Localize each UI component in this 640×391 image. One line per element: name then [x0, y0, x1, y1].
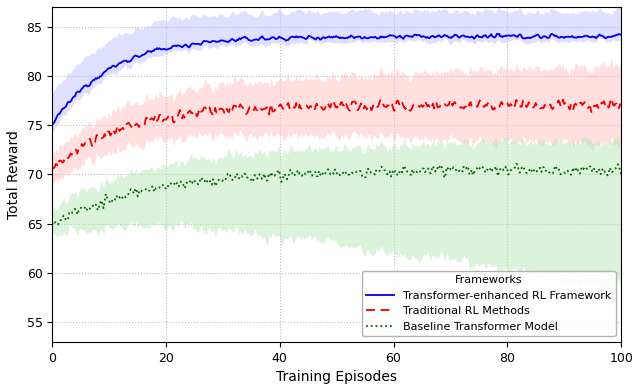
Transformer-enhanced RL Framework — [617, 32, 625, 37]
Transformer-enhanced RL Framework — [605, 34, 612, 39]
Baseline Transformer Model — [388, 172, 396, 177]
Baseline Transformer Model — [617, 172, 625, 176]
Y-axis label: Total Reward: Total Reward — [7, 130, 21, 219]
Legend: Transformer-enhanced RL Framework, Traditional RL Methods, Baseline Transformer : Transformer-enhanced RL Framework, Tradi… — [362, 271, 616, 336]
Transformer-enhanced RL Framework — [493, 31, 500, 36]
Traditional RL Methods — [322, 104, 330, 109]
Line: Baseline Transformer Model: Baseline Transformer Model — [52, 164, 621, 225]
Traditional RL Methods — [387, 101, 395, 106]
Baseline Transformer Model — [357, 170, 365, 175]
Traditional RL Methods — [49, 166, 56, 171]
Traditional RL Methods — [617, 101, 625, 106]
Baseline Transformer Model — [49, 222, 56, 227]
Traditional RL Methods — [356, 104, 364, 108]
Transformer-enhanced RL Framework — [49, 123, 56, 127]
Baseline Transformer Model — [323, 169, 331, 173]
Traditional RL Methods — [515, 103, 522, 108]
Line: Transformer-enhanced RL Framework: Transformer-enhanced RL Framework — [52, 34, 621, 125]
Baseline Transformer Model — [320, 172, 328, 177]
Traditional RL Methods — [607, 96, 614, 101]
Transformer-enhanced RL Framework — [322, 36, 330, 40]
Line: Traditional RL Methods: Traditional RL Methods — [52, 99, 621, 169]
Baseline Transformer Model — [53, 222, 61, 227]
Baseline Transformer Model — [517, 169, 525, 174]
Baseline Transformer Model — [513, 161, 520, 166]
Traditional RL Methods — [604, 104, 611, 109]
X-axis label: Training Episodes: Training Episodes — [276, 370, 397, 384]
Transformer-enhanced RL Framework — [516, 32, 524, 37]
Baseline Transformer Model — [606, 165, 614, 170]
Transformer-enhanced RL Framework — [319, 36, 326, 40]
Traditional RL Methods — [319, 106, 326, 111]
Transformer-enhanced RL Framework — [356, 34, 364, 39]
Transformer-enhanced RL Framework — [387, 33, 395, 38]
